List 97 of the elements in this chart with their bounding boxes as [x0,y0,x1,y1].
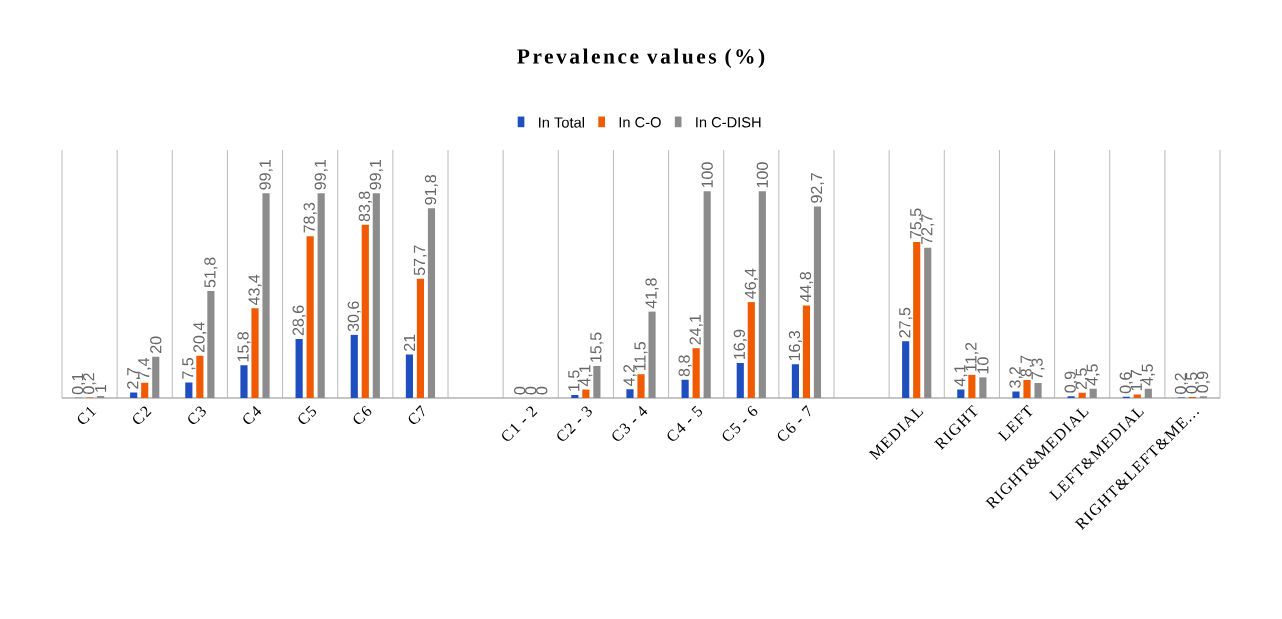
bar [1078,392,1086,398]
bar [427,208,436,398]
x-tick-label: C5 [298,405,317,424]
data-label: 15,5 [590,332,604,362]
bar [1023,380,1031,398]
legend-label: In C-O [619,117,661,128]
data-label: 43,4 [248,274,262,305]
bar [196,355,204,398]
bar [758,191,766,398]
bar [1034,382,1042,398]
x-tick-label: C3 - 4 [612,405,648,441]
bar [736,363,744,398]
bar [1133,394,1141,398]
data-label: 100 [701,162,713,188]
bar [152,356,160,398]
data-label: 91,8 [424,174,439,205]
data-label: 99,1 [314,159,328,190]
bar [1144,388,1152,398]
x-tick-label: C6 - 7 [777,405,811,441]
data-label: 7,5 [182,358,196,379]
bar [813,206,822,398]
bar [240,365,248,398]
data-label: 44,8 [799,272,814,303]
bar [582,389,590,398]
bar [130,392,138,398]
x-tick-label: C7 [408,405,425,424]
data-label: 100 [756,162,768,188]
bar [902,341,910,398]
data-label: 10 [977,357,989,374]
bar [251,308,259,398]
data-label: 24,1 [689,314,703,345]
bar [141,382,149,398]
data-label: 28,6 [292,305,306,336]
bar [1089,388,1097,398]
bar [571,394,579,398]
data-label: 21 [403,334,415,351]
bar [692,348,700,398]
x-tick-label: C4 [243,405,262,424]
bar [979,377,987,398]
x-tick-label: C5 - 6 [722,405,758,441]
data-label: 57,7 [413,245,427,276]
bar [648,311,656,398]
bar [593,365,601,398]
x-tick-label: C1 [77,406,97,424]
data-label: 20,4 [193,322,207,353]
bar [372,193,380,398]
data-label: 16,9 [733,329,747,359]
data-label: 8,8 [678,355,692,377]
bar [361,224,369,398]
bar [295,338,303,398]
bar [1012,391,1020,398]
data-label: 83,8 [358,191,372,222]
data-label: 41,8 [645,278,659,309]
x-tick-label: C4 - 5 [667,405,703,441]
legend-label: In C-DISH [696,117,761,128]
bar [703,191,711,398]
bar [416,278,425,398]
data-label: 99,1 [369,159,383,190]
x-tick-label: C3 [188,406,206,424]
x-tick-label: C1 - 2 [502,406,538,441]
bar [626,389,634,398]
bar [913,241,921,398]
bar [97,395,105,398]
data-label: 20 [150,336,162,353]
data-label: 30,6 [347,301,361,332]
x-tick-label: C2 - 3 [557,406,592,441]
x-tick-label: C2 [133,406,152,424]
chart-title: Prevalence values (%) [517,48,765,68]
data-label: 0 [525,386,537,395]
bar [791,364,799,398]
data-label: 92,7 [810,173,825,203]
bar [681,379,689,398]
bar [924,247,932,398]
data-label: 1 [95,384,107,392]
data-label: 15,8 [237,331,251,362]
data-label: 99,1 [259,159,273,190]
data-label: 0 [514,386,526,395]
data-label: 0 [536,386,548,395]
data-label: 51,8 [204,257,218,288]
bar [957,389,965,398]
bar [747,302,755,398]
bar [350,334,358,398]
bar [802,305,811,398]
bar [262,193,270,398]
x-tick-label: C6 [353,405,372,424]
data-label: 78,3 [303,202,317,233]
bar [207,290,215,398]
bar [317,193,325,398]
data-label: 27,5 [899,307,913,338]
bar [405,354,413,398]
data-label: 16,3 [788,330,803,361]
bar [968,374,976,398]
legend-label: In Total [539,116,584,128]
bar [185,382,193,398]
data-label: 46,4 [744,268,758,299]
bar [637,374,645,398]
bar [306,236,314,398]
